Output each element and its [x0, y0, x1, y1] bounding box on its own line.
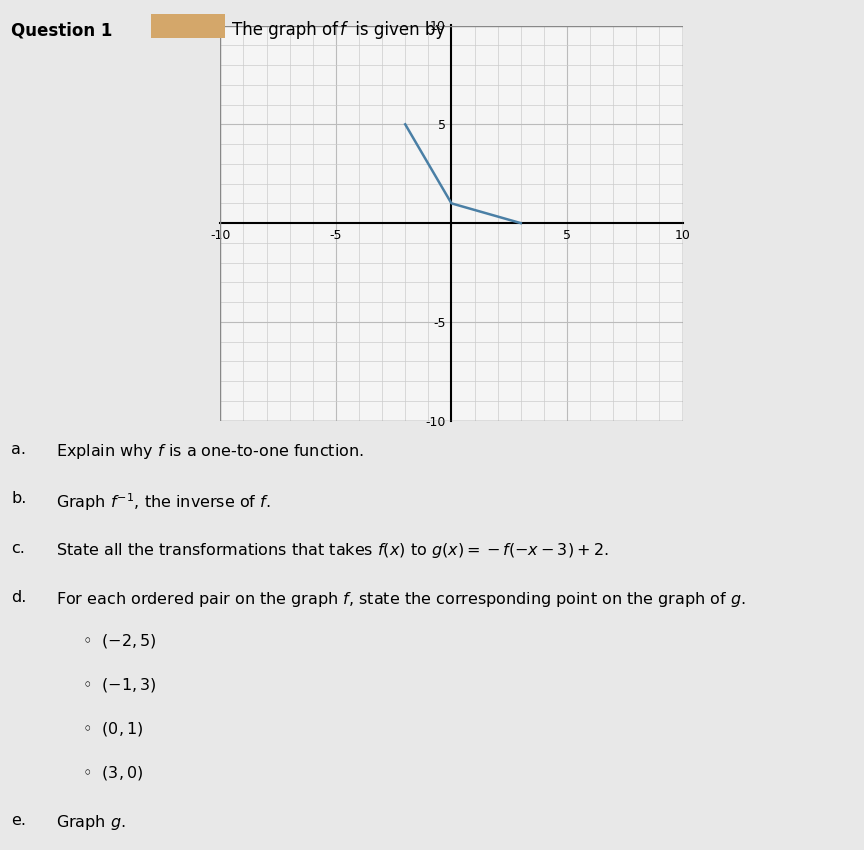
Text: is given by: is given by — [350, 21, 445, 39]
Text: Graph $f^{-1}$, the inverse of $f$.: Graph $f^{-1}$, the inverse of $f$. — [56, 491, 270, 513]
Text: ◦  $(0, 1)$: ◦ $(0, 1)$ — [82, 720, 143, 738]
Text: b.: b. — [11, 491, 27, 507]
Text: Graph $g$.: Graph $g$. — [56, 813, 126, 832]
Text: ◦  $(3, 0)$: ◦ $(3, 0)$ — [82, 764, 143, 782]
Text: f: f — [340, 21, 346, 39]
Text: The graph of: The graph of — [232, 21, 343, 39]
Text: d.: d. — [11, 590, 27, 605]
Text: ◦  $(-2, 5)$: ◦ $(-2, 5)$ — [82, 632, 156, 649]
Text: c.: c. — [11, 541, 25, 556]
Text: Explain why $f$ is a one-to-one function.: Explain why $f$ is a one-to-one function… — [56, 442, 364, 461]
Text: Question 1: Question 1 — [11, 21, 112, 39]
Text: ◦  $(-1, 3)$: ◦ $(-1, 3)$ — [82, 676, 156, 694]
Text: State all the transformations that takes $f(x)$ to $g(x) = -f(-x - 3) + 2$.: State all the transformations that takes… — [56, 541, 609, 559]
Text: a.: a. — [11, 442, 26, 457]
Text: e.: e. — [11, 813, 26, 828]
Text: For each ordered pair on the graph $f$, state the corresponding point on the gra: For each ordered pair on the graph $f$, … — [56, 590, 746, 609]
